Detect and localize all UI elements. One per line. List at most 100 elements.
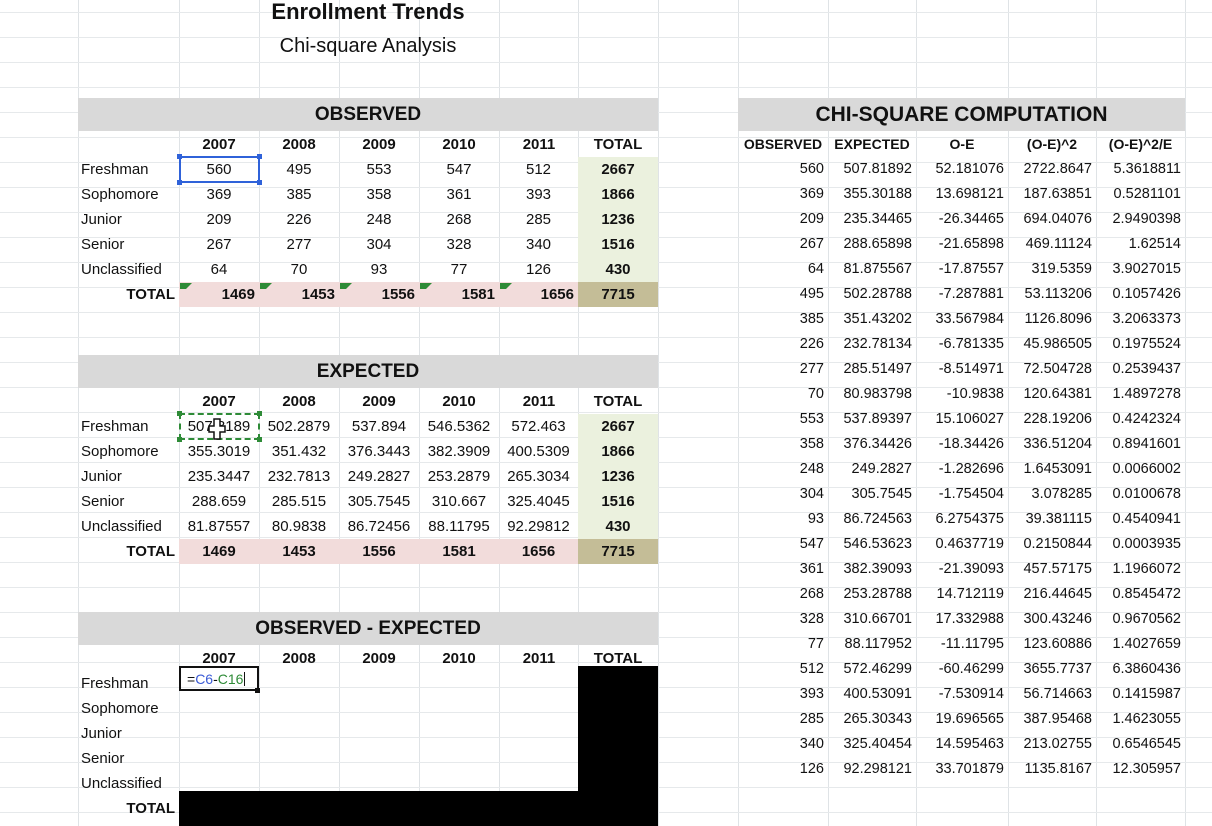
chi-cell[interactable]: 1.1966072: [1112, 561, 1181, 578]
expected-cell[interactable]: 376.3443: [347, 443, 411, 460]
chi-cell[interactable]: -60.46299: [938, 661, 1004, 678]
observed-total-cell[interactable]: 1453: [259, 282, 339, 307]
chi-cell[interactable]: 209: [799, 211, 824, 228]
chi-cell[interactable]: 6.3860436: [1112, 661, 1181, 678]
chi-cell[interactable]: 70: [807, 386, 824, 403]
chi-cell[interactable]: -17.87557: [938, 261, 1004, 278]
observed-cell[interactable]: 277: [286, 236, 312, 253]
observed-cell[interactable]: 512: [525, 161, 552, 178]
chi-cell[interactable]: 12.305957: [1112, 761, 1181, 778]
chi-cell[interactable]: 14.595463: [935, 736, 1004, 753]
diff-cell[interactable]: [499, 671, 579, 696]
chi-cell[interactable]: 1.62514: [1128, 236, 1181, 253]
chi-cell[interactable]: 0.8941601: [1112, 436, 1181, 453]
chi-cell[interactable]: 248: [799, 461, 824, 478]
chi-cell[interactable]: 457.57175: [1023, 561, 1092, 578]
chi-cell[interactable]: 560: [799, 161, 824, 178]
chi-cell[interactable]: -8.514971: [938, 361, 1004, 378]
chi-cell[interactable]: 1.4027659: [1112, 636, 1181, 653]
chi-cell[interactable]: 304: [799, 486, 824, 503]
chi-cell[interactable]: -7.530914: [938, 686, 1004, 703]
diff-cell[interactable]: [339, 696, 419, 721]
chi-cell[interactable]: -10.9838: [946, 386, 1004, 403]
expected-cell[interactable]: 537.894: [351, 418, 407, 435]
diff-cell[interactable]: [499, 721, 579, 746]
chi-cell[interactable]: 6.2754375: [935, 511, 1004, 528]
observed-total-cell[interactable]: 1556: [339, 282, 419, 307]
chi-cell[interactable]: 1135.8167: [1024, 761, 1092, 778]
expected-cell[interactable]: 572.463: [511, 418, 566, 435]
chi-cell[interactable]: 33.701879: [935, 761, 1004, 778]
chi-cell[interactable]: -6.781335: [938, 336, 1004, 353]
diff-cell[interactable]: [339, 746, 419, 771]
chi-cell[interactable]: 0.4637719: [935, 536, 1004, 553]
chi-cell[interactable]: 393: [799, 686, 824, 703]
diff-cell[interactable]: [499, 746, 579, 771]
observed-total-cell[interactable]: 7715: [578, 282, 658, 307]
chi-cell[interactable]: 3.2063373: [1112, 311, 1181, 328]
expected-cell[interactable]: 305.7545: [347, 493, 411, 510]
chi-cell[interactable]: 361: [799, 561, 824, 578]
chi-cell[interactable]: 310.66701: [843, 611, 912, 628]
chi-cell[interactable]: 14.712119: [936, 586, 1004, 603]
expected-cell[interactable]: 1236: [578, 464, 658, 489]
chi-cell[interactable]: -18.34426: [938, 436, 1004, 453]
expected-cell[interactable]: 1866: [578, 439, 658, 464]
observed-cell[interactable]: 553: [366, 161, 392, 178]
chi-cell[interactable]: 0.6546545: [1112, 736, 1181, 753]
expected-cell[interactable]: 546.5362: [427, 418, 491, 435]
expected-total-cell[interactable]: 7715: [578, 539, 658, 564]
observed-cell[interactable]: 1866: [578, 182, 658, 207]
diff-cell[interactable]: [179, 771, 259, 796]
observed-cell[interactable]: 70: [290, 261, 308, 278]
chi-cell[interactable]: 81.875567: [843, 261, 912, 278]
chi-cell[interactable]: 277: [799, 361, 824, 378]
expected-cell[interactable]: 288.659: [191, 493, 247, 510]
chi-cell[interactable]: 0.9670562: [1112, 611, 1181, 628]
expected-cell[interactable]: 253.2879: [427, 468, 491, 485]
chi-cell[interactable]: 64: [807, 261, 824, 278]
diff-cell[interactable]: [339, 771, 419, 796]
diff-cell[interactable]: [419, 721, 499, 746]
chi-cell[interactable]: 0.0066002: [1112, 461, 1181, 478]
chi-cell[interactable]: 268: [799, 586, 824, 603]
chi-cell[interactable]: 572.46299: [843, 661, 912, 678]
chi-cell[interactable]: 126: [799, 761, 824, 778]
chi-cell[interactable]: 267: [799, 236, 824, 253]
chi-cell[interactable]: 0.1057426: [1112, 286, 1181, 303]
chi-cell[interactable]: 0.4242324: [1112, 411, 1181, 428]
chi-cell[interactable]: 285.51497: [843, 361, 912, 378]
expected-cell[interactable]: 86.72456: [347, 518, 411, 535]
chi-cell[interactable]: 123.60886: [1023, 636, 1092, 653]
chi-cell[interactable]: 92.298121: [843, 761, 912, 778]
chi-cell[interactable]: 2.9490398: [1112, 211, 1181, 228]
diff-cell[interactable]: [179, 746, 259, 771]
diff-cell[interactable]: [259, 671, 339, 696]
chi-cell[interactable]: 3655.7737: [1023, 661, 1092, 678]
chi-cell[interactable]: 52.181076: [935, 161, 1004, 178]
chi-cell[interactable]: 1126.8096: [1024, 311, 1092, 328]
observed-cell[interactable]: 304: [366, 236, 392, 253]
chi-cell[interactable]: 351.43202: [843, 311, 912, 328]
diff-cell[interactable]: [259, 746, 339, 771]
chi-cell[interactable]: 226: [799, 336, 824, 353]
diff-cell[interactable]: [419, 746, 499, 771]
expected-total-cell[interactable]: 1469: [179, 539, 259, 564]
chi-cell[interactable]: 88.117952: [844, 636, 912, 653]
chi-cell[interactable]: 232.78134: [843, 336, 912, 353]
chi-cell[interactable]: 33.567984: [935, 311, 1004, 328]
observed-cell[interactable]: 209: [206, 211, 232, 228]
chi-cell[interactable]: 93: [807, 511, 824, 528]
observed-total-cell[interactable]: 1656: [499, 282, 578, 307]
observed-cell[interactable]: 340: [525, 236, 552, 253]
chi-cell[interactable]: 385: [799, 311, 824, 328]
expected-cell[interactable]: 382.3909: [427, 443, 491, 460]
chi-cell[interactable]: 0.8545472: [1112, 586, 1181, 603]
observed-cell[interactable]: 369: [206, 186, 232, 203]
chi-cell[interactable]: 512: [799, 661, 824, 678]
chi-cell[interactable]: 17.332988: [935, 611, 1004, 628]
chi-cell[interactable]: 300.43246: [1023, 611, 1092, 628]
expected-cell[interactable]: 430: [578, 514, 658, 539]
chi-cell[interactable]: -11.11795: [940, 636, 1004, 653]
